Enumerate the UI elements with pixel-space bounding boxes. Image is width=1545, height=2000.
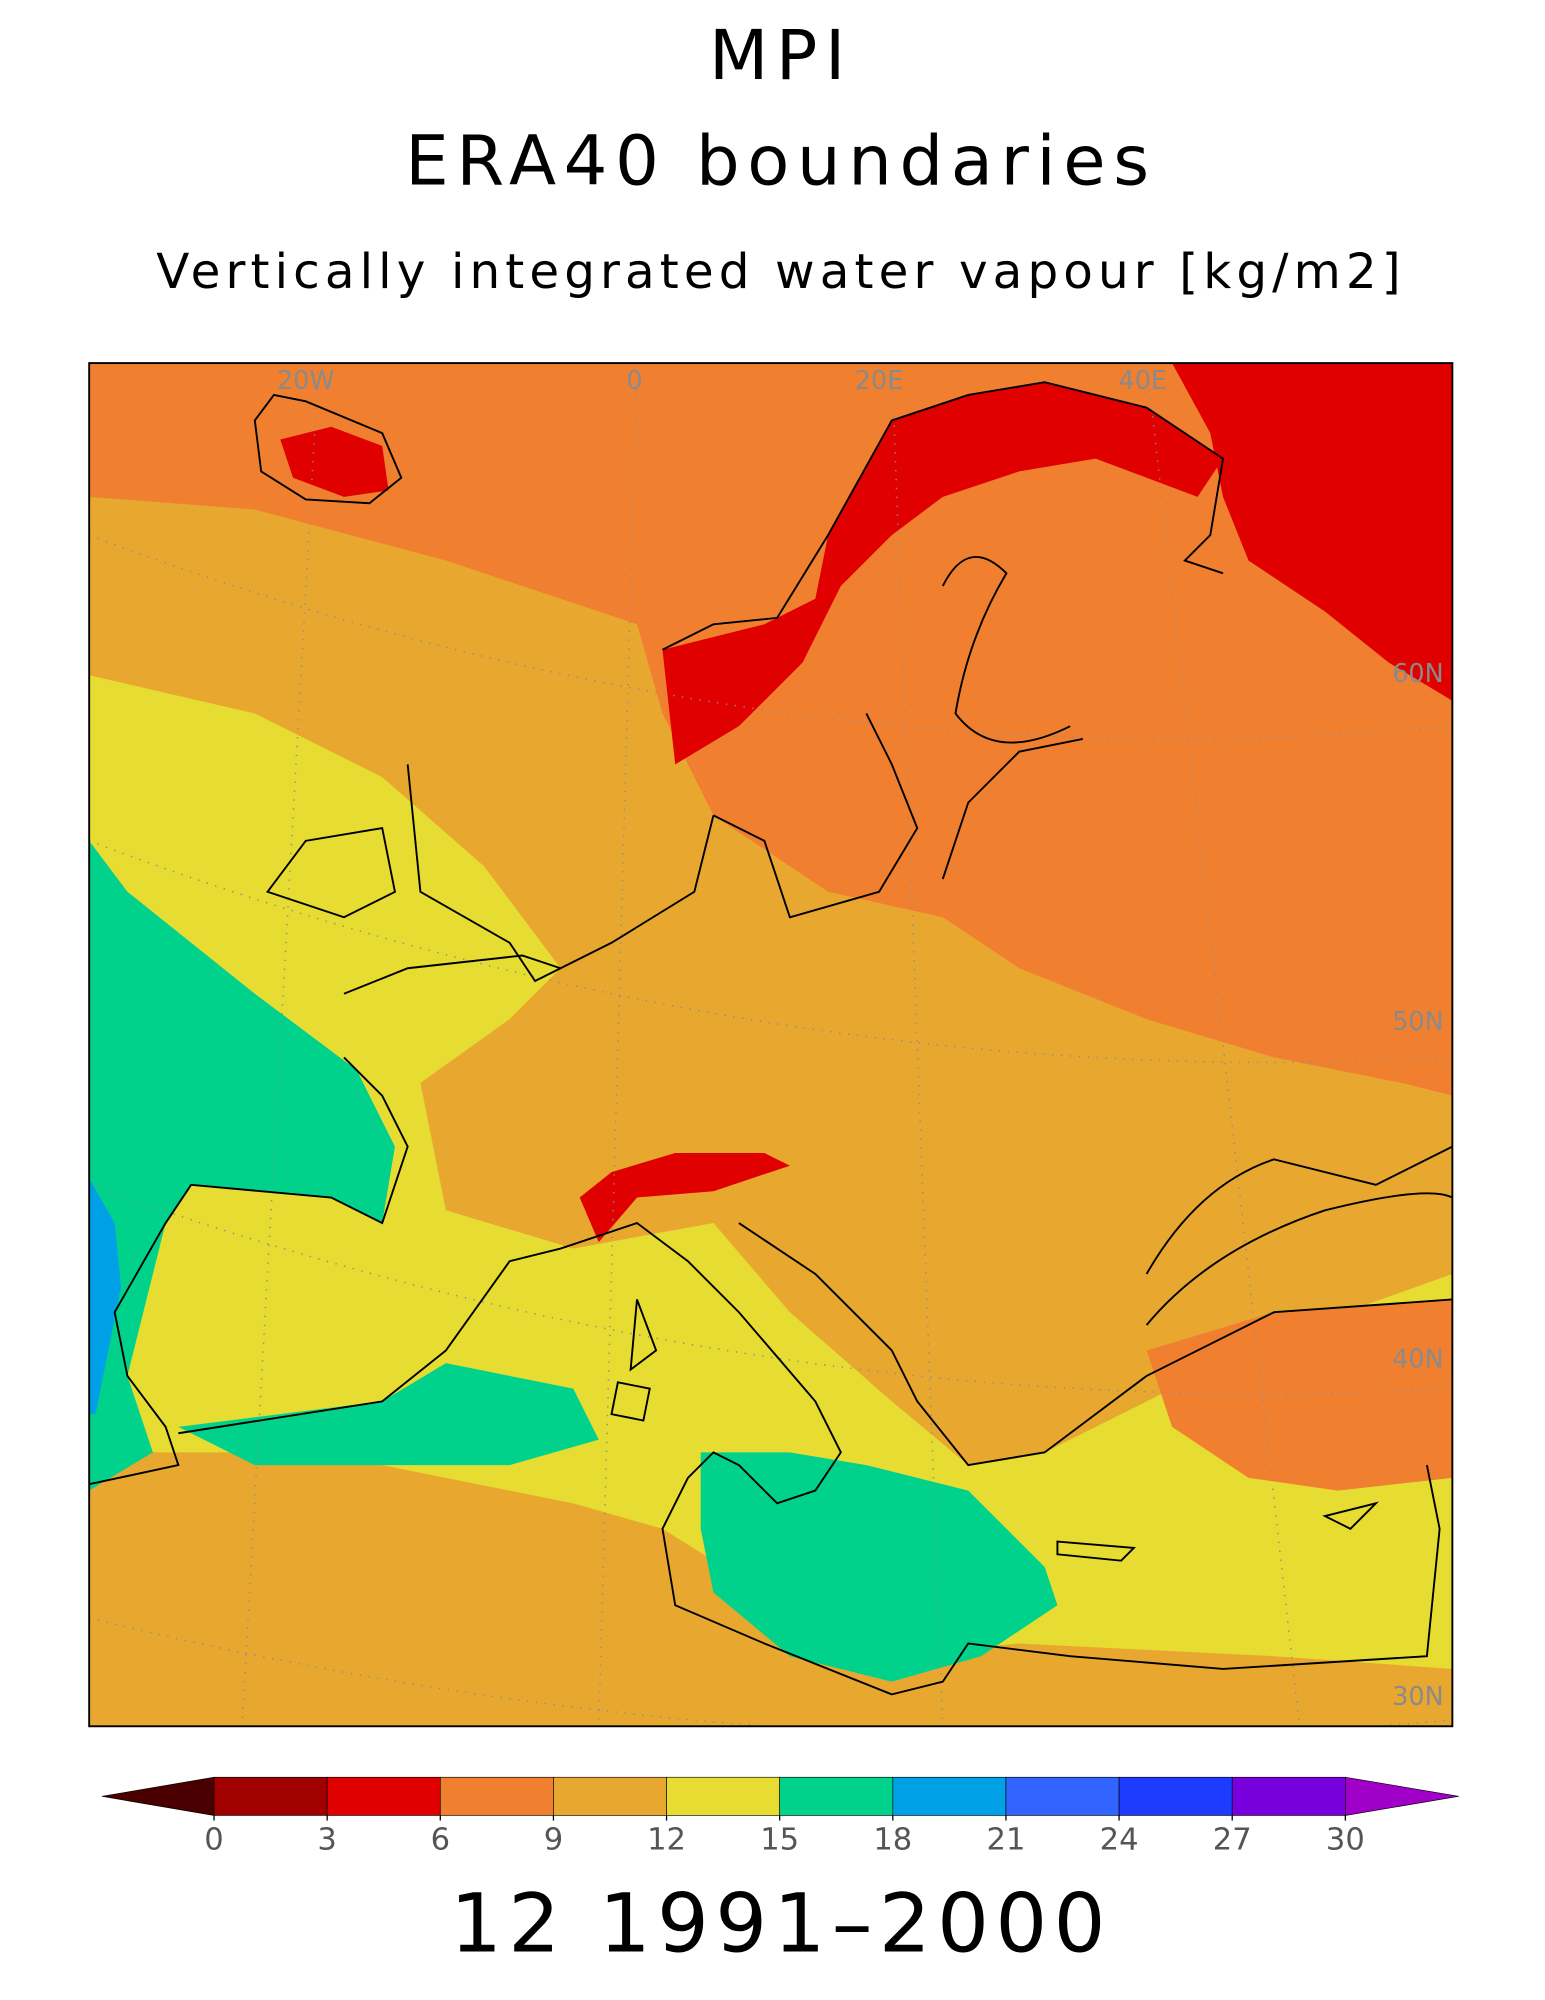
field-red-alps xyxy=(579,1152,790,1243)
colorbar-tick-label: 27 xyxy=(1213,1822,1252,1857)
colorbar: 0 3 6 9 12 15 18 21 24 27 30 xyxy=(101,1776,1459,1857)
colorbar-box xyxy=(326,1776,441,1816)
colorbar-over xyxy=(1345,1776,1459,1816)
field-green-central-med xyxy=(700,1452,1058,1682)
lat-label: 50N xyxy=(1392,1007,1443,1037)
lon-label: 0 xyxy=(626,366,642,396)
colorbar-box xyxy=(779,1776,894,1816)
footer: 12 1991–2000 xyxy=(450,1876,1112,1971)
lat-label: 30N xyxy=(1392,1682,1443,1712)
coastline xyxy=(89,381,1453,1696)
geo-labels: 20W 0 20E 40E 60N 50N 40N 30N xyxy=(277,366,1444,1712)
colorbar-tick-label: 15 xyxy=(760,1822,799,1857)
field-red-northeast xyxy=(1172,363,1453,701)
colorbar-box xyxy=(892,1776,1007,1816)
lon-label: 40E xyxy=(1119,366,1168,396)
title: MPI xyxy=(709,16,853,96)
lon-label: 20W xyxy=(277,366,335,396)
map-frame xyxy=(88,362,1454,1728)
colorbar-tick-label: 9 xyxy=(544,1822,563,1857)
colorbar-tick-label: 18 xyxy=(873,1822,912,1857)
colorbar-under xyxy=(101,1776,215,1816)
colorbar-box xyxy=(553,1776,667,1816)
field-red-scandinavia xyxy=(662,382,1224,765)
colorbar-tick-label: 3 xyxy=(317,1822,336,1857)
colorbar-tick-label: 12 xyxy=(647,1822,686,1857)
figure: MPI ERA40 boundaries Vertically integrat… xyxy=(88,16,1459,1971)
colorbar-box xyxy=(1231,1776,1346,1816)
field-green-atlantic xyxy=(89,840,395,1491)
colorbar-box xyxy=(213,1776,328,1816)
subtitle: ERA40 boundaries xyxy=(405,122,1156,202)
field-green-west-med xyxy=(178,1363,599,1466)
colorbar-tick-label: 21 xyxy=(987,1822,1026,1857)
colorbar-box xyxy=(1005,1776,1120,1816)
field-blue xyxy=(89,1178,122,1415)
lat-label: 60N xyxy=(1392,659,1443,689)
colorbar-tick-label: 24 xyxy=(1100,1822,1139,1857)
colorbar-tick-label: 30 xyxy=(1326,1822,1365,1857)
colorbar-box xyxy=(439,1776,554,1816)
lat-label: 40N xyxy=(1392,1345,1443,1375)
variable-title: Vertically integrated water vapour [kg/m… xyxy=(156,244,1405,300)
colorbar-box xyxy=(666,1776,781,1816)
field-orange-turkey xyxy=(1146,1299,1453,1491)
colorbar-tick-label: 0 xyxy=(204,1822,223,1857)
colorbar-box xyxy=(1118,1776,1233,1816)
field-red-iceland xyxy=(280,426,389,497)
colorbar-tick-label: 6 xyxy=(431,1822,450,1857)
map: 20W 0 20E 40E 60N 50N 40N 30N xyxy=(88,362,1454,1728)
lon-label: 20E xyxy=(855,366,904,396)
